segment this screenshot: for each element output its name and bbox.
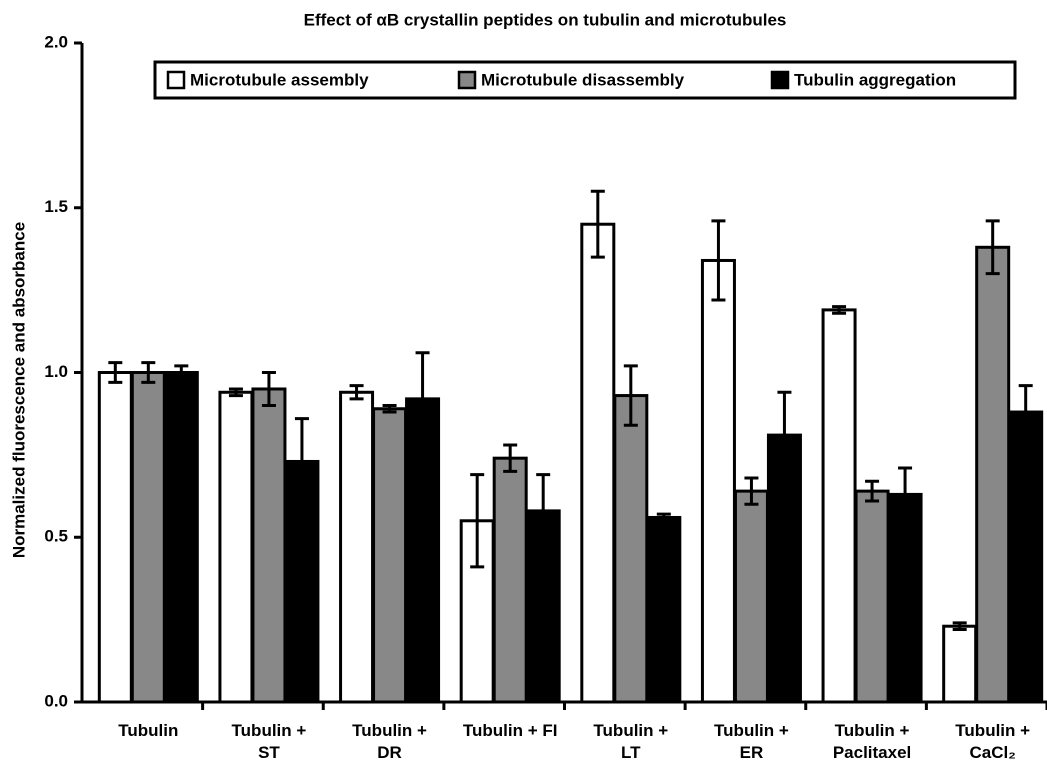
x-tick-label: Tubulin + ST <box>231 721 307 762</box>
error-bar <box>294 417 309 506</box>
legend-swatch <box>770 70 790 90</box>
error-bar <box>832 305 847 315</box>
error-bar <box>952 621 967 632</box>
bar <box>97 371 133 704</box>
error-bar <box>590 189 605 259</box>
error-bar <box>536 473 551 549</box>
legend-label: Tubulin aggregation <box>794 70 956 89</box>
bar <box>887 492 923 704</box>
bar <box>1008 410 1044 704</box>
x-tick-label: Tubulin + Paclitaxel <box>832 721 912 762</box>
legend-label: Microtubule disassembly <box>481 70 685 89</box>
error-bar <box>898 466 913 523</box>
error-bar <box>711 219 726 302</box>
error-bar <box>174 364 189 381</box>
y-axis-label: Normalized fluorescence and absorbance <box>9 222 28 558</box>
bar <box>492 456 528 704</box>
error-bar <box>415 351 430 447</box>
bar <box>613 394 649 704</box>
error-bar <box>777 390 792 480</box>
bar <box>975 245 1011 704</box>
legend-swatch <box>457 70 477 90</box>
bar <box>580 222 616 704</box>
bar <box>339 390 375 704</box>
y-tick-label: 0.5 <box>44 527 68 546</box>
y-tick-label: 1.5 <box>44 197 68 216</box>
bar <box>942 624 978 704</box>
error-bar <box>503 443 518 473</box>
legend-box <box>153 60 1017 100</box>
x-tick-label: Tubulin + ER <box>714 721 789 762</box>
x-tick-label: Tubulin + FI <box>462 721 558 740</box>
bar <box>163 371 199 704</box>
x-tick-label: Tubulin + LT <box>593 721 669 762</box>
error-bar <box>865 479 880 503</box>
bar <box>700 258 736 704</box>
bar <box>766 433 802 704</box>
error-bar <box>141 361 156 384</box>
error-bar <box>228 387 243 398</box>
error-bar <box>744 476 759 506</box>
error-bar <box>985 219 1000 276</box>
legend-label: Microtubule assembly <box>190 70 369 89</box>
bar <box>821 308 857 704</box>
bar <box>854 489 890 704</box>
error-bar <box>656 512 671 523</box>
error-bar <box>261 371 276 407</box>
bar <box>218 390 254 704</box>
error-bar <box>623 364 638 427</box>
bar <box>251 387 287 704</box>
y-tick-label: 1.0 <box>44 362 68 381</box>
error-bar <box>108 361 123 384</box>
error-bar <box>382 403 397 414</box>
error-bar <box>349 384 364 401</box>
bar <box>372 407 408 704</box>
x-tick-label: Tubulin + DR <box>352 721 427 762</box>
bar <box>130 371 166 704</box>
y-tick-label: 2.0 <box>44 32 68 51</box>
y-tick-label: 0.0 <box>44 691 68 710</box>
chart-title: Effect of αB crystallin peptides on tubu… <box>304 10 787 29</box>
x-tick-label: Tubulin + CaCl₂ <box>955 721 1031 762</box>
legend-swatch <box>166 70 186 90</box>
x-tick-label: Tubulin <box>118 721 179 740</box>
error-bar <box>1018 384 1033 440</box>
error-bar <box>470 473 485 569</box>
bar <box>733 489 769 704</box>
bar <box>646 515 682 704</box>
